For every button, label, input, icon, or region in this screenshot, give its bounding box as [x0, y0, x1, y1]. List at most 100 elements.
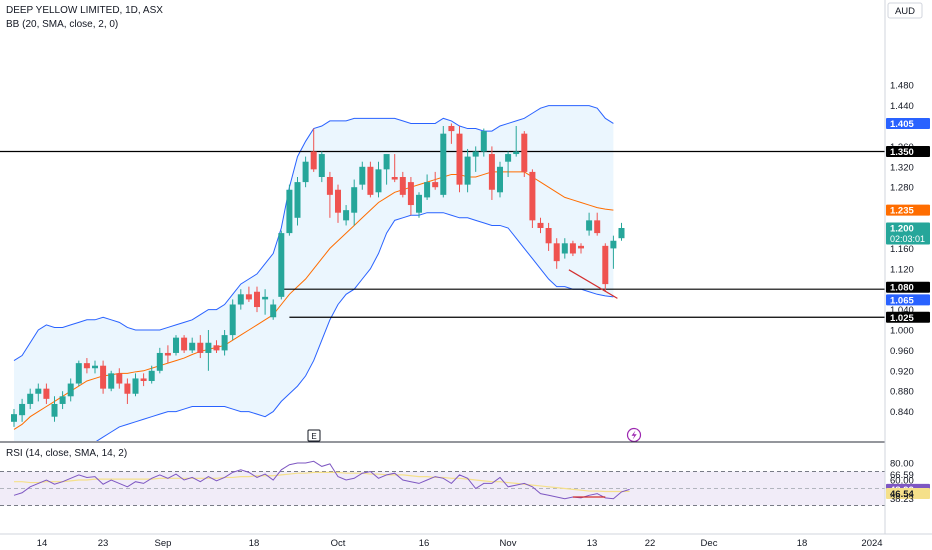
candle-body[interactable] — [610, 240, 617, 249]
candle-body[interactable] — [116, 373, 123, 384]
candle-body[interactable] — [213, 345, 220, 351]
earnings-marker-label: E — [311, 432, 316, 441]
candle-body[interactable] — [432, 182, 439, 188]
candle-body[interactable] — [11, 414, 17, 422]
candle-body[interactable] — [464, 156, 471, 185]
candle-body[interactable] — [586, 220, 593, 231]
candle-body[interactable] — [181, 337, 188, 351]
candles-group — [11, 123, 625, 427]
candle-body[interactable] — [51, 403, 58, 417]
candle-body[interactable] — [399, 177, 406, 195]
candle-body[interactable] — [100, 365, 107, 389]
price-tag-bb_upper — [886, 117, 930, 129]
time-tick-label: 16 — [419, 538, 430, 549]
candle-body[interactable] — [326, 177, 333, 195]
candle-body[interactable] — [602, 245, 609, 285]
candle-body[interactable] — [367, 166, 374, 195]
candle-body[interactable] — [440, 133, 447, 195]
candle-body[interactable] — [286, 189, 293, 234]
bb-indicator-label[interactable]: BB (20, SMA, close, 2, 0) — [6, 19, 119, 30]
price-tick-label: 1.160 — [890, 244, 914, 255]
candle-body[interactable] — [335, 189, 341, 213]
candle-body[interactable] — [278, 233, 285, 297]
rsi-indicator-label[interactable]: RSI (14, close, SMA, 14, 2) — [6, 448, 128, 459]
candle-body[interactable] — [529, 171, 536, 221]
candle-body[interactable] — [318, 154, 325, 177]
time-tick-label: Dec — [701, 538, 718, 549]
candle-body[interactable] — [416, 194, 422, 213]
currency-box[interactable] — [887, 2, 923, 19]
price-tag-label: 1.080 — [890, 283, 914, 294]
price-tag-bb_basis — [886, 204, 930, 216]
time-tick-label: Sep — [155, 538, 172, 549]
candle-body[interactable] — [497, 166, 503, 193]
candle-body[interactable] — [35, 388, 42, 394]
candle-body[interactable] — [43, 388, 50, 399]
candle-body[interactable] — [594, 220, 601, 234]
candle-body[interactable] — [343, 210, 350, 221]
candle-body[interactable] — [578, 245, 584, 249]
candle-body[interactable] — [262, 296, 269, 300]
price-tag-label: 1.200 — [890, 224, 914, 235]
candle-body[interactable] — [488, 154, 495, 190]
candle-body[interactable] — [424, 182, 431, 198]
candle-body[interactable] — [245, 294, 252, 300]
candle-body[interactable] — [375, 169, 382, 193]
rsi-pane — [0, 460, 885, 506]
candle-body[interactable] — [351, 187, 358, 213]
candle-body[interactable] — [237, 294, 244, 305]
candle-body[interactable] — [270, 304, 277, 318]
candle-body[interactable] — [19, 403, 26, 416]
candle-body[interactable] — [383, 154, 390, 170]
candle-body[interactable] — [83, 363, 90, 369]
candle-body[interactable] — [148, 370, 155, 381]
candle-body[interactable] — [448, 126, 455, 132]
candle-body[interactable] — [197, 342, 204, 353]
candle-body[interactable] — [205, 342, 212, 353]
bollinger-fill — [14, 105, 614, 441]
candle-body[interactable] — [59, 396, 66, 404]
candle-body[interactable] — [75, 363, 82, 384]
candle-body[interactable] — [310, 151, 317, 170]
candle-body[interactable] — [513, 151, 520, 155]
candle-body[interactable] — [391, 177, 398, 180]
candle-body[interactable] — [553, 243, 560, 262]
earnings-marker[interactable]: E — [307, 429, 321, 442]
candle-body[interactable] — [140, 378, 147, 381]
candle-body[interactable] — [407, 182, 414, 206]
price-tag-level — [886, 146, 930, 157]
candle-body[interactable] — [302, 161, 309, 183]
candle-body[interactable] — [618, 228, 625, 239]
candle-body[interactable] — [254, 291, 260, 308]
lightning-icon[interactable] — [626, 427, 642, 443]
candle-body[interactable] — [164, 352, 171, 356]
candle-body[interactable] — [173, 337, 179, 353]
candle-body[interactable] — [124, 383, 131, 394]
candle-body[interactable] — [521, 133, 528, 172]
lightning-icon-bolt — [631, 430, 637, 440]
candle-body[interactable] — [67, 383, 74, 397]
candle-body[interactable] — [132, 378, 139, 394]
candle-body[interactable] — [480, 131, 487, 152]
price-tick-label: 0.960 — [890, 346, 914, 357]
candle-body[interactable] — [229, 304, 236, 336]
candle-body[interactable] — [108, 373, 115, 389]
candle-body[interactable] — [537, 222, 544, 228]
price-tick-label: 1.000 — [890, 326, 914, 337]
candle-body[interactable] — [545, 228, 552, 244]
candle-body[interactable] — [561, 243, 568, 254]
candle-body[interactable] — [156, 352, 163, 371]
candle-body[interactable] — [456, 133, 463, 185]
candle-body[interactable] — [221, 335, 228, 351]
candle-body[interactable] — [294, 182, 301, 218]
candle-body[interactable] — [359, 166, 366, 185]
candle-body[interactable] — [569, 243, 576, 254]
candle-body[interactable] — [189, 342, 196, 351]
candle-body[interactable] — [505, 154, 512, 162]
time-tick-label: 14 — [37, 538, 48, 549]
candle-body[interactable] — [27, 393, 34, 404]
candle-body[interactable] — [472, 151, 479, 157]
candle-body[interactable] — [92, 365, 98, 369]
